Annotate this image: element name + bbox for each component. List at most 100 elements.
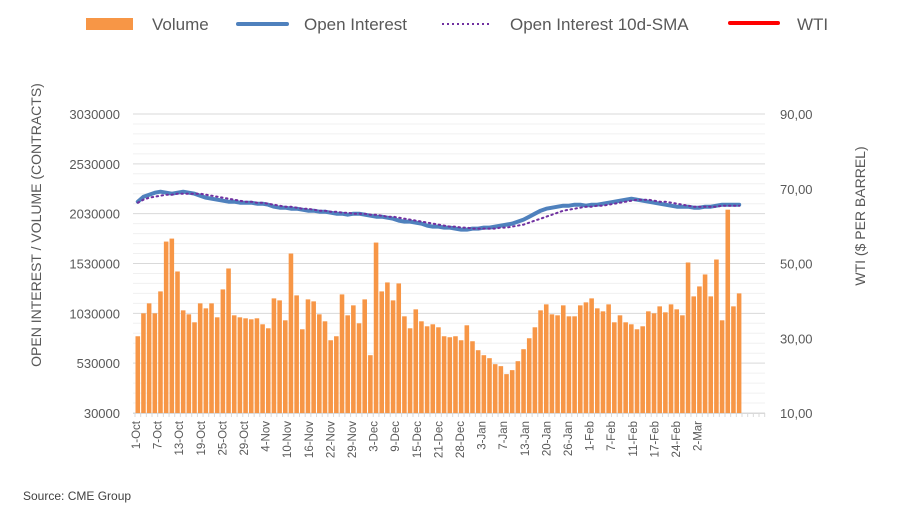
volume-bar [169, 238, 175, 413]
volume-bar [589, 298, 594, 413]
volume-bar [560, 305, 566, 413]
x-tick-label: 17-Feb [649, 421, 661, 457]
x-tick-label: 7-Oct [153, 420, 165, 449]
x-tick-label: 7-Feb [606, 421, 618, 451]
x-tick-label: 21-Dec [433, 421, 445, 458]
volume-bar [214, 317, 220, 413]
volume-bar [419, 321, 424, 413]
volume-bar [277, 300, 282, 413]
volume-bar [708, 296, 714, 413]
volume-bar [646, 311, 651, 413]
x-tick-label: 25-Oct [217, 420, 229, 455]
volume-bar [146, 303, 152, 413]
volume-bar [453, 336, 458, 413]
x-tick-label: 20-Jan [541, 421, 553, 456]
volume-bar [345, 315, 350, 413]
x-tick-label: 4-Nov [261, 421, 273, 452]
volume-bar [441, 336, 447, 413]
volume-bar [317, 314, 322, 413]
volume-bar [549, 314, 555, 413]
x-tick-label: 13-Oct [174, 420, 186, 455]
x-axis: 1-Oct 7-Oct 13-Oct 19-Oct 25-Oct 29-Oct 4-Nov 1… [131, 413, 766, 458]
volume-bar [356, 323, 362, 413]
x-tick-label: 29-Oct [239, 420, 251, 455]
volume-bar [481, 355, 487, 413]
volume-bars [135, 209, 742, 413]
y-left-tick-label: 1030000 [69, 306, 120, 321]
volume-bar [141, 313, 146, 413]
volume-bar [248, 319, 254, 413]
volume-bar [521, 349, 526, 413]
volume-bar [328, 340, 333, 413]
legend-label-wti: WTI [797, 15, 828, 34]
chart-svg: Volume Open Interest Open Interest 10d-S… [28, 15, 868, 458]
volume-bar [373, 242, 379, 413]
x-tick-label: 1-Feb [585, 421, 597, 451]
legend-label-oi-sma: Open Interest 10d-SMA [510, 15, 689, 34]
volume-bar [492, 364, 498, 413]
volume-bar [464, 325, 470, 413]
x-tick-label: 3-Jan [477, 421, 489, 450]
volume-bar [180, 310, 186, 413]
volume-bar [231, 315, 237, 413]
y-right-ticks: 10,00 30,00 50,00 70,00 90,00 [780, 107, 813, 421]
x-tick-label: 26-Jan [563, 421, 575, 456]
volume-bar [186, 314, 192, 413]
volume-bar [475, 350, 481, 413]
volume-bar [305, 299, 311, 413]
volume-bar [243, 318, 248, 413]
volume-bar [577, 305, 583, 413]
volume-bar [736, 293, 742, 413]
volume-bar [265, 328, 271, 413]
x-tick-label: 9-Dec [390, 421, 402, 452]
volume-bar [731, 306, 736, 413]
volume-bar [714, 259, 719, 413]
volume-bar [203, 308, 209, 413]
volume-bar [430, 324, 436, 413]
x-tick-label: 28-Dec [455, 421, 467, 458]
volume-bar [135, 336, 141, 413]
y-left-axis-title: OPEN INTEREST / VOLUME (CONTRACTS) [28, 83, 44, 367]
volume-bar [396, 283, 402, 413]
volume-bar [282, 320, 288, 413]
y-right-tick-label: 50,00 [780, 257, 813, 272]
volume-bar [368, 355, 373, 413]
volume-bar [697, 286, 702, 413]
volume-bar [254, 318, 260, 413]
volume-bar [566, 316, 572, 413]
legend-label-volume: Volume [152, 15, 209, 34]
volume-bar [209, 303, 214, 413]
y-left-tick-label: 2530000 [69, 157, 120, 172]
volume-bar [288, 253, 294, 413]
legend-swatch-volume [86, 18, 133, 30]
x-tick-label: 22-Nov [325, 421, 337, 458]
x-tick-label: 19-Oct [196, 420, 208, 455]
x-tick-label: 15-Dec [412, 421, 424, 458]
volume-bar [226, 268, 231, 413]
volume-bar [163, 241, 169, 413]
volume-bar [220, 289, 226, 413]
x-tick-label: 11-Feb [628, 421, 640, 457]
x-tick-label: 29-Nov [347, 421, 359, 458]
volume-bar [152, 313, 158, 413]
lines [135, 189, 742, 232]
volume-bar [674, 309, 679, 413]
volume-bar [271, 298, 277, 413]
source-note: Source: CME Group [23, 489, 132, 503]
y-right-tick-label: 70,00 [780, 182, 813, 197]
y-right-tick-label: 90,00 [780, 107, 813, 122]
volume-bar [339, 294, 345, 413]
volume-bar [515, 361, 521, 413]
volume-bar [192, 322, 197, 413]
volume-bar [362, 299, 367, 413]
volume-bar [680, 315, 685, 413]
volume-bar [436, 327, 441, 413]
legend-label-open-interest: Open Interest [304, 15, 407, 34]
volume-bar [583, 302, 589, 413]
volume-bar [487, 358, 492, 413]
volume-bar [413, 309, 419, 413]
volume-bar [498, 366, 504, 413]
volume-bar [668, 304, 674, 413]
x-tick-label: 13-Jan [520, 421, 532, 456]
volume-bar [555, 315, 560, 413]
